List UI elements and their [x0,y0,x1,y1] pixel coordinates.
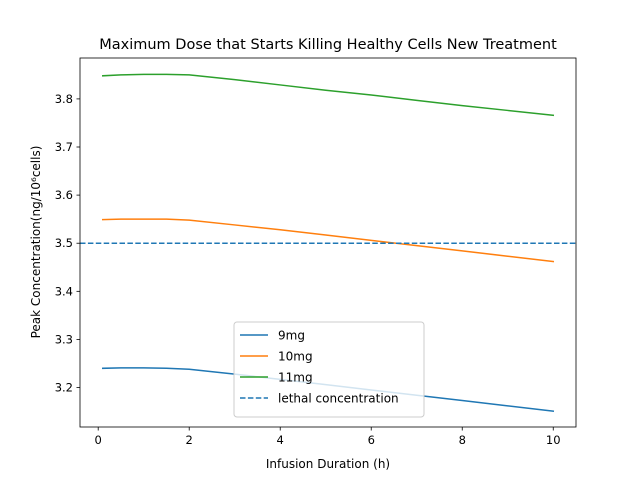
legend: 9mg 10mg 11mg lethal concentration [233,321,425,418]
x-tick-label: 6 [368,433,375,447]
legend-label: lethal concentration [278,392,399,406]
series-line-2 [101,73,555,117]
x-tick-label: 10 [546,433,561,447]
plot-area [80,73,576,412]
x-tick-label: 0 [95,433,102,447]
x-tick-label: 4 [277,433,284,447]
y-tick-label: 3.4 [55,284,73,298]
y-tick-label: 3.7 [55,140,73,154]
legend-label: 11mg [278,371,313,385]
y-tick-label: 3.5 [55,236,73,250]
y-tick-label: 3.3 [55,332,73,346]
y-tick-label: 3.8 [55,92,73,106]
x-tick-label: 2 [186,433,193,447]
x-axis-label: Infusion Duration (h) [266,457,390,471]
axes: 0 2 4 6 8 10 3.2 3.3 3.4 3.5 3.6 3.7 3.8 [55,57,577,447]
chart-title: Maximum Dose that Starts Killing Healthy… [99,37,557,53]
y-tick-label: 3.2 [55,381,73,395]
legend-label: 10mg [278,350,313,364]
axes-frame [79,57,577,428]
legend-label: 9mg [278,329,305,343]
y-tick-label: 3.6 [55,188,73,202]
series-line-1 [101,218,555,263]
y-axis-label: Peak Concentration(ng/10⁶cells) [29,146,43,339]
x-tick-label: 8 [459,433,466,447]
legend-box [233,321,425,418]
